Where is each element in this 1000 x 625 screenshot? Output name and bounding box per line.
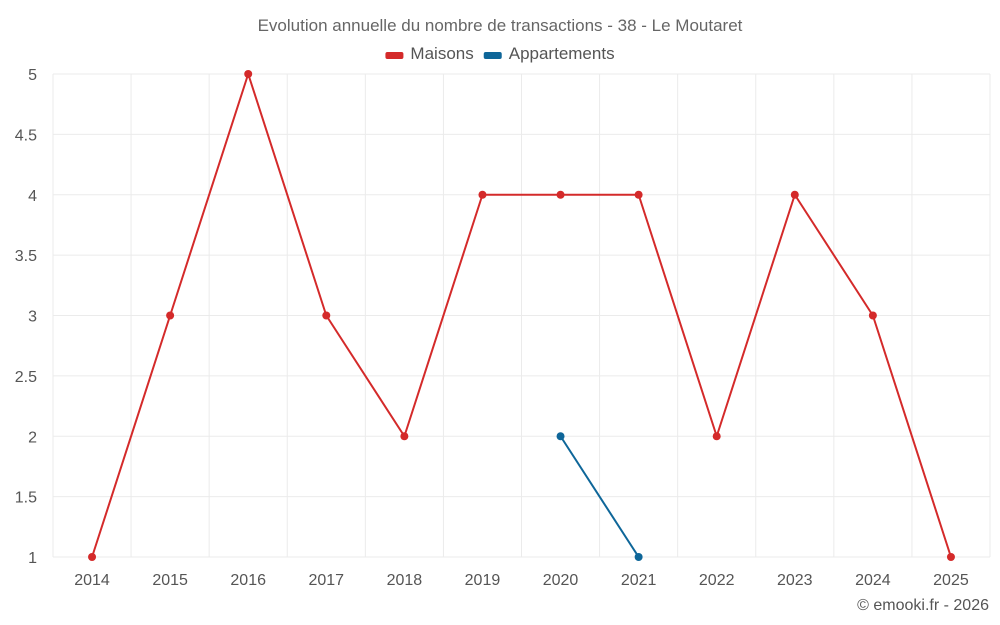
y-tick-label: 4.5 (15, 127, 37, 144)
legend-item-appartements[interactable]: Appartements (483, 44, 615, 63)
y-tick-label: 4 (28, 188, 37, 205)
legend-label: Appartements (509, 44, 615, 63)
x-tick-label: 2016 (230, 572, 266, 589)
x-tick-label: 2014 (74, 572, 110, 589)
series-layer (88, 70, 955, 561)
data-point-maisons-2024[interactable] (868, 311, 877, 320)
x-tick-label: 2020 (543, 572, 579, 589)
data-point-appartements-2021[interactable] (634, 553, 643, 561)
data-point-maisons-2023[interactable] (790, 190, 799, 199)
y-tick-label: 2 (28, 429, 37, 446)
data-point-maisons-2014[interactable] (88, 553, 97, 561)
data-point-maisons-2020[interactable] (556, 190, 565, 199)
series-line-appartements (559, 435, 640, 558)
data-point-maisons-2018[interactable] (400, 432, 409, 441)
data-point-maisons-2021[interactable] (634, 190, 643, 199)
data-point-maisons-2017[interactable] (322, 311, 331, 320)
x-tick-label: 2024 (855, 572, 891, 589)
y-tick-label: 1 (28, 550, 37, 567)
credit-text: © emooki.fr - 2026 (857, 597, 989, 614)
data-point-appartements-2020[interactable] (556, 432, 565, 441)
legend: Maisons Appartements (385, 44, 615, 63)
x-tick-label: 2017 (308, 572, 344, 589)
legend-label: Maisons (410, 44, 473, 63)
data-point-maisons-2019[interactable] (478, 190, 487, 199)
data-point-maisons-2025[interactable] (946, 553, 955, 561)
series-maisons (88, 70, 955, 561)
data-point-maisons-2016[interactable] (244, 70, 253, 78)
x-tick-label: 2018 (387, 572, 423, 589)
y-tick-label: 5 (28, 67, 37, 84)
x-tick-label: 2015 (152, 572, 188, 589)
x-tick-label: 2019 (465, 572, 501, 589)
y-tick-label: 3.5 (15, 248, 37, 265)
chart-title: Evolution annuelle du nombre de transact… (258, 16, 743, 35)
x-axis-ticks: 2014 2015 2016 2017 2018 2019 2020 2021 2022 2023… (74, 572, 969, 589)
series-line-maisons (91, 73, 952, 558)
x-tick-label: 2021 (621, 572, 657, 589)
y-tick-label: 1.5 (15, 490, 37, 507)
grid-lines (52, 73, 991, 558)
x-tick-label: 2022 (699, 572, 735, 589)
series-appartements (556, 432, 643, 561)
x-tick-label: 2025 (933, 572, 969, 589)
data-point-maisons-2022[interactable] (712, 432, 721, 441)
y-tick-label: 2.5 (15, 369, 37, 386)
y-axis-ticks: 1 1.5 2 2.5 3 3.5 4 4.5 5 (15, 67, 37, 567)
legend-swatch (385, 52, 404, 59)
legend-swatch (483, 52, 502, 59)
y-tick-label: 3 (28, 309, 37, 326)
data-point-maisons-2015[interactable] (166, 311, 175, 320)
x-tick-label: 2023 (777, 572, 813, 589)
legend-item-maisons[interactable]: Maisons (385, 44, 474, 63)
